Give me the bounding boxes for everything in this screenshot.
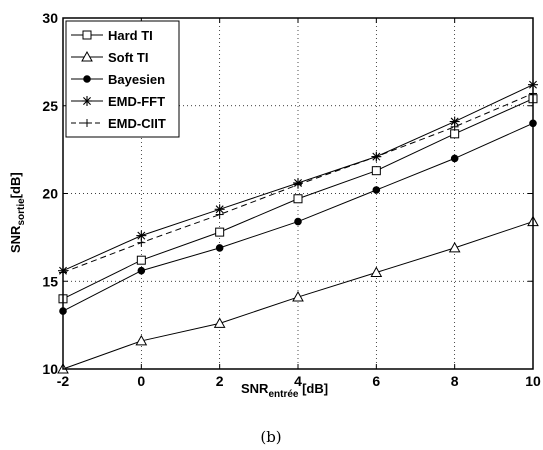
data-point: [215, 210, 224, 219]
legend-label: EMD-FFT: [108, 94, 165, 109]
y-tick-label: 10: [42, 361, 58, 377]
x-axis-label: SNRentrée [dB]: [241, 381, 328, 400]
y-axis-label-unit: [dB]: [8, 172, 23, 198]
legend-label: Hard TI: [108, 28, 153, 43]
data-point: [370, 266, 383, 277]
x-axis-label-unit: [dB]: [298, 381, 328, 396]
x-tick-label: -2: [57, 373, 70, 389]
data-point: [293, 194, 303, 204]
data-point: [450, 154, 459, 163]
figure-caption: (b): [260, 428, 281, 446]
data-point: [448, 241, 461, 253]
axis-ticks: -2 0 2 4 6 8 10 10 15 20 25 30: [42, 10, 541, 389]
data-point: [137, 238, 146, 247]
legend: Hard TI Soft TI Bayesien EMD-FFT EMD-CIIT: [65, 20, 180, 138]
data-point: [372, 186, 381, 194]
legend-marker: [82, 96, 92, 106]
y-tick-label: 20: [42, 186, 58, 202]
data-point: [294, 180, 302, 189]
x-axis-label-main: SNR: [241, 381, 269, 396]
legend-marker: [82, 30, 92, 40]
data-point: [136, 255, 146, 265]
data-point: [450, 122, 459, 131]
data-point: [214, 204, 225, 215]
data-point: [292, 291, 304, 302]
legend-marker: [83, 75, 91, 83]
legend-label: Bayesien: [108, 72, 165, 87]
data-point: [215, 244, 224, 252]
data-point: [450, 129, 460, 139]
data-point: [449, 116, 460, 127]
legend-marker: [83, 119, 91, 127]
y-axis-label-main: SNR: [8, 225, 23, 253]
series-bayesien: [59, 119, 537, 315]
data-point: [215, 227, 225, 237]
series-group: [57, 79, 539, 374]
data-point: [371, 166, 381, 176]
x-tick-label: 8: [451, 373, 459, 389]
y-tick-label: 30: [42, 10, 58, 26]
data-point: [135, 334, 148, 346]
data-point: [137, 266, 146, 275]
data-point: [372, 152, 381, 161]
x-tick-label: 2: [216, 373, 224, 389]
x-tick-label: 4: [294, 373, 302, 389]
legend-label: EMD-CIIT: [108, 116, 166, 131]
y-tick-label: 15: [42, 273, 58, 289]
y-axis-label-sub: sortie: [16, 198, 27, 226]
legend-marker: [81, 50, 93, 62]
y-tick-label: 25: [42, 98, 58, 114]
x-tick-label: 6: [372, 373, 380, 389]
y-axis-label: SNRsortie[dB]: [8, 172, 27, 253]
x-axis-label-sub: entrée: [268, 389, 298, 400]
series-soft-ti: [57, 215, 539, 374]
x-tick-label: 0: [137, 373, 145, 389]
legend-label: Soft TI: [108, 50, 148, 65]
data-point: [294, 217, 302, 226]
data-point: [213, 317, 226, 328]
x-tick-label: 10: [525, 373, 541, 389]
grid: [63, 18, 533, 369]
